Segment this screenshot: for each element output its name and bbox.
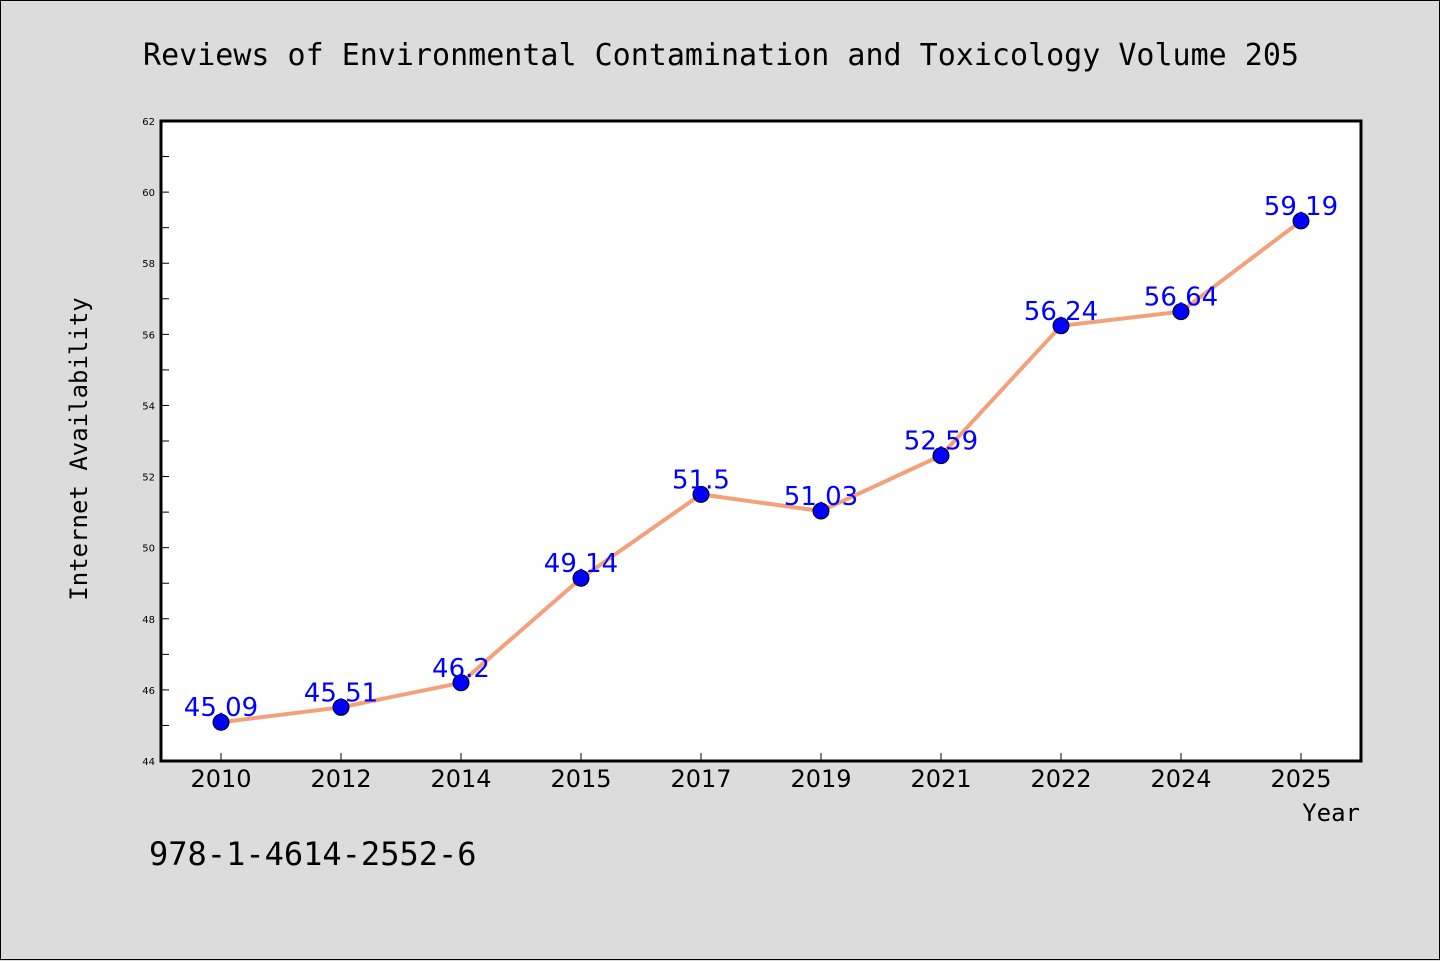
data-point bbox=[692, 485, 710, 503]
data-label: 51.5 bbox=[672, 465, 730, 495]
data-point bbox=[572, 569, 590, 587]
plot-area bbox=[161, 121, 1361, 761]
isbn-note: 978-1-4614-2552-6 bbox=[149, 835, 477, 873]
x-axis-label: Year bbox=[1302, 799, 1360, 827]
y-tick-label: 44 bbox=[142, 757, 155, 768]
data-point bbox=[1052, 317, 1070, 335]
data-point bbox=[932, 447, 950, 465]
series-markers bbox=[212, 212, 1310, 731]
x-tick-label: 2019 bbox=[790, 765, 851, 793]
data-labels: 45.09 45.51 46.2 49.14 51.5 51.03 52.59 56.24 56… bbox=[184, 192, 1338, 723]
data-point bbox=[1172, 303, 1190, 321]
x-tick-label: 2022 bbox=[1030, 765, 1091, 793]
y-tick-label: 50 bbox=[142, 544, 155, 555]
y-tick-label: 52 bbox=[142, 473, 155, 484]
data-point bbox=[212, 713, 230, 731]
y-tick-label: 58 bbox=[142, 259, 155, 270]
data-label: 51.03 bbox=[784, 482, 858, 512]
y-tick-label: 54 bbox=[142, 401, 155, 412]
data-label: 56.24 bbox=[1024, 297, 1098, 327]
data-label: 49.14 bbox=[544, 549, 618, 579]
x-tick-label: 2015 bbox=[550, 765, 611, 793]
y-tick-label: 48 bbox=[142, 615, 155, 626]
series-line bbox=[220, 219, 1303, 725]
y-tick-label: 56 bbox=[142, 330, 155, 341]
y-axis-label: Internet Availability bbox=[65, 297, 93, 600]
x-tick-label: 2017 bbox=[670, 765, 731, 793]
x-tick-label: 2014 bbox=[430, 765, 491, 793]
plot-border bbox=[159, 119, 1363, 763]
data-point bbox=[812, 502, 830, 520]
y-tick-label: 60 bbox=[142, 188, 155, 199]
x-tick-label: 2021 bbox=[910, 765, 971, 793]
data-label: 59.19 bbox=[1264, 192, 1338, 222]
chart-title: Reviews of Environmental Contamination a… bbox=[143, 38, 1299, 73]
data-label: 46.2 bbox=[432, 654, 490, 684]
x-tick-label: 2024 bbox=[1150, 765, 1211, 793]
data-label: 56.64 bbox=[1144, 283, 1218, 313]
x-tick-label: 2010 bbox=[190, 765, 251, 793]
y-tick-label: 46 bbox=[142, 686, 155, 697]
y-axis-ticks: 44 46 48 50 52 54 56 58 60 62 bbox=[142, 117, 169, 768]
x-tick-label: 2012 bbox=[310, 765, 371, 793]
data-point bbox=[452, 674, 470, 692]
data-label: 45.09 bbox=[184, 693, 258, 723]
data-point bbox=[332, 698, 350, 716]
x-tick-label: 2025 bbox=[1270, 765, 1331, 793]
data-point bbox=[1292, 212, 1310, 230]
data-label: 52.59 bbox=[904, 427, 978, 457]
data-label: 45.51 bbox=[304, 678, 378, 708]
y-tick-label: 62 bbox=[142, 117, 155, 128]
x-axis-ticks: 2010 2012 2014 2015 2017 2019 2021 2022 2024 2025 bbox=[190, 753, 1332, 793]
